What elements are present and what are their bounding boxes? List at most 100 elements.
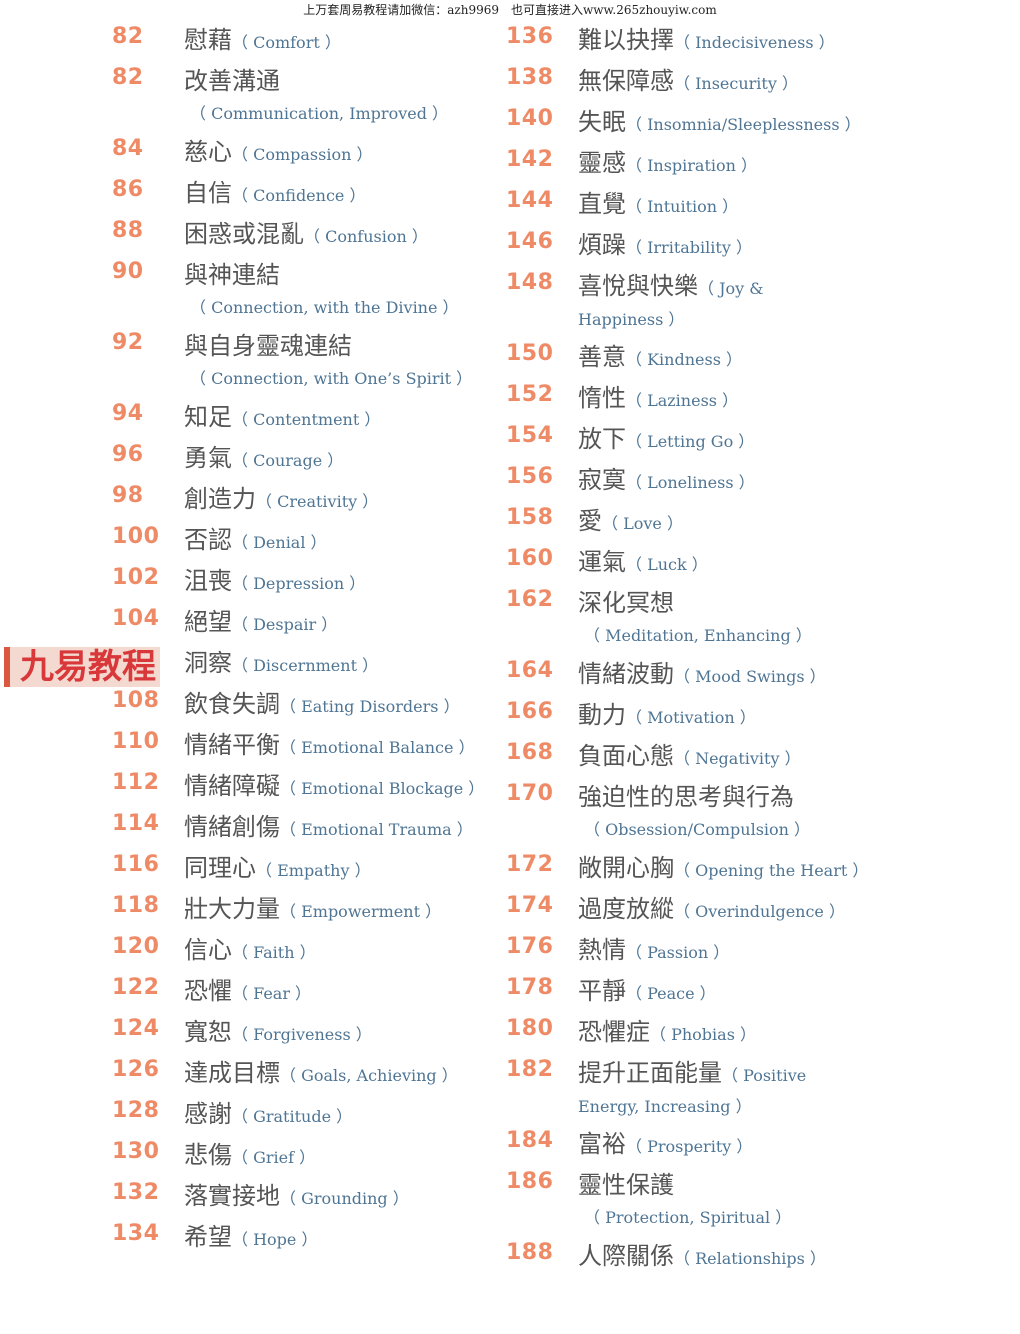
page-number: 126 [112,1057,160,1082]
index-entry: 140 失眠（ Insomnia/Sleeplessness ） [506,102,906,143]
page-number: 128 [112,1098,160,1123]
entry-text: 無保障感（ Insecurity ） [578,61,906,100]
entry-text: 難以抉擇（ Indecisiveness ） [578,20,906,59]
index-entry: 176 熱情（ Passion ） [506,930,906,971]
entry-text: 落實接地（ Grounding ） [184,1176,512,1215]
entry-text: 愛（ Love ） [578,501,906,540]
entry-title-chinese: 信心 [184,936,232,964]
entry-title-english: （ Mood Swings ） [674,667,826,686]
index-entry: 142 靈感（ Inspiration ） [506,143,906,184]
page-number: 116 [112,852,160,877]
page-number: 158 [506,505,554,530]
page-number: 92 [112,330,144,355]
entry-text: 熱情（ Passion ） [578,930,906,969]
index-entry: 86 自信（ Confidence ） [112,173,512,214]
index-entry: 100 否認（ Denial ） [112,520,512,561]
index-entry: 168 負面心態（ Negativity ） [506,736,906,777]
entry-title-chinese: 希望 [184,1223,232,1251]
entry-title-english: （ Protection, Spiritual ） [584,1208,792,1227]
entry-text: 情緒波動（ Mood Swings ） [578,654,906,693]
entry-title-english: （ Obsession/Compulsion ） [584,820,811,839]
entry-title-chinese: 負面心態 [578,742,674,770]
entry-title-english: （ Connection, with One’s Spirit ） [190,369,473,388]
entry-text: 直覺（ Intuition ） [578,184,906,223]
entry-text: 悲傷（ Grief ） [184,1135,512,1174]
entry-text: 平靜（ Peace ） [578,971,906,1010]
entry-title-english: （ Love ） [602,514,683,533]
entry-title-chinese: 創造力 [184,485,256,513]
entry-title-english: （ Depression ） [232,574,366,593]
entry-text: 知足（ Contentment ） [184,397,512,436]
entry-text: 靈感（ Inspiration ） [578,143,906,182]
page-number: 178 [506,975,554,1000]
page-number: 144 [506,188,554,213]
entry-title-chinese: 飲食失調 [184,690,280,718]
entry-title-chinese: 慰藉 [184,26,232,54]
index-entry: 84 慈心（ Compassion ） [112,132,512,173]
index-entry: 164 情緒波動（ Mood Swings ） [506,654,906,695]
page-number: 160 [506,546,554,571]
entry-title-chinese: 情緒平衡 [184,731,280,759]
index-entry: 122 恐懼（ Fear ） [112,971,512,1012]
index-entry: 152 惰性（ Laziness ） [506,378,906,419]
entry-text: 過度放縱（ Overindulgence ） [578,889,906,928]
entry-title-english: （ Goals, Achieving ） [280,1066,458,1085]
entry-title-chinese: 過度放縱 [578,895,674,923]
entry-title-chinese: 動力 [578,701,626,729]
entry-text: 沮喪（ Depression ） [184,561,512,600]
index-entry: 112 情緒障礙（ Emotional Blockage ） [112,766,512,807]
entry-title-english: （ Negativity ） [674,749,801,768]
entry-title-english: （ Fear ） [232,984,312,1003]
page-number: 138 [506,65,554,90]
page-number: 90 [112,259,144,284]
entry-title-chinese: 放下 [578,425,626,453]
page-number: 88 [112,218,144,243]
entry-text: 情緒障礙（ Emotional Blockage ） [184,766,512,805]
index-entry: 188 人際關係（ Relationships ） [506,1236,906,1277]
entry-title-english: （ Insomnia/Sleeplessness ） [626,115,861,134]
entry-title-chinese: 直覺 [578,190,626,218]
entry-title-chinese: 惰性 [578,384,626,412]
entry-text: 慈心（ Compassion ） [184,132,512,171]
entry-text: 喜悅與快樂（ Joy & Happiness ） [578,266,906,336]
entry-title-chinese: 煩躁 [578,231,626,259]
entry-title-chinese: 知足 [184,403,232,431]
entry-text: 改善溝通 （ Communication, Improved ） [184,61,512,124]
index-entry: 82 慰藉（ Comfort ） [112,20,512,61]
entry-title-english: （ Intuition ） [626,197,739,216]
entry-title-chinese: 達成目標 [184,1059,280,1087]
index-entry: 114 情緒創傷（ Emotional Trauma ） [112,807,512,848]
entry-text: 創造力（ Creativity ） [184,479,512,518]
entry-title-chinese: 寬恕 [184,1018,232,1046]
page-number: 132 [112,1180,160,1205]
page-number: 82 [112,24,144,49]
entry-text: 富裕（ Prosperity ） [578,1124,906,1163]
entry-title-english: （ Faith ） [232,943,316,962]
entry-text: 達成目標（ Goals, Achieving ） [184,1053,512,1092]
page-number: 120 [112,934,160,959]
index-entry: 186 靈性保護 （ Protection, Spiritual ） [506,1165,906,1236]
entry-text: 失眠（ Insomnia/Sleeplessness ） [578,102,906,141]
entry-title-english: （ Forgiveness ） [232,1025,372,1044]
index-entry: 144 直覺（ Intuition ） [506,184,906,225]
entry-title-chinese: 喜悅與快樂 [578,272,698,300]
entry-title-english: （ Denial ） [232,533,327,552]
index-entry: 146 煩躁（ Irritability ） [506,225,906,266]
page-number: 186 [506,1169,554,1194]
page-number: 118 [112,893,160,918]
page-number: 184 [506,1128,554,1153]
entry-title-english: （ Passion ） [626,943,730,962]
index-entry: 180 恐懼症（ Phobias ） [506,1012,906,1053]
entry-title-chinese: 情緒障礙 [184,772,280,800]
entry-text: 敞開心胸（ Opening the Heart ） [578,848,906,887]
page-number: 166 [506,699,554,724]
page-number: 122 [112,975,160,1000]
page-number: 168 [506,740,554,765]
index-column-right: 136 難以抉擇（ Indecisiveness ） 138 無保障感（ Insecu… [506,20,906,1277]
entry-title-english: （ Relationships ） [674,1249,826,1268]
entry-text: 絕望（ Despair ） [184,602,512,641]
entry-title-chinese: 愛 [578,507,602,535]
entry-title-chinese: 強迫性的思考與行為 [578,783,794,811]
entry-text: 深化冥想 （ Meditation, Enhancing ） [578,583,906,646]
